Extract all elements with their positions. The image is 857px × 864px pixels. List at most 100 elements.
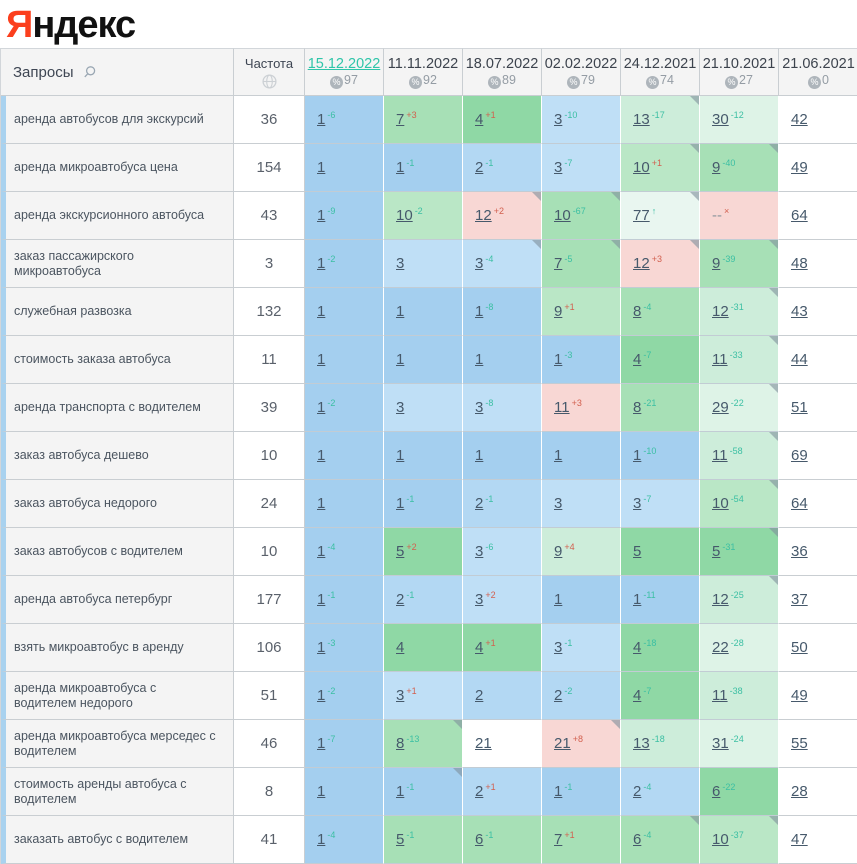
position-value[interactable]: 1 [633,590,642,608]
position-value[interactable]: 12 [712,590,729,608]
keyword-cell[interactable]: взять микроавтобус в аренду [1,624,234,672]
position-value[interactable]: 12 [712,302,729,320]
position-value[interactable]: 1 [317,206,326,224]
keyword-cell[interactable]: заказ автобуса дешево [1,432,234,480]
position-value[interactable]: 1 [317,638,326,656]
position-value[interactable]: 37 [791,590,808,608]
position-value[interactable]: 31 [712,734,729,752]
position-value[interactable]: 30 [712,110,729,128]
position-value[interactable]: 6 [475,830,484,848]
position-value[interactable]: 13 [633,110,650,128]
position-value[interactable]: 4 [633,638,642,656]
position-value[interactable]: 6 [712,782,721,800]
position-value[interactable]: 3 [396,254,405,272]
search-icon[interactable] [83,65,97,79]
position-value[interactable]: 1 [475,446,484,464]
date-label[interactable]: 21.10.2021 [702,56,776,72]
date-label[interactable]: 21.06.2021 [782,56,855,72]
position-value[interactable]: 10 [396,206,413,224]
position-value[interactable]: 9 [712,158,721,176]
position-value[interactable]: 49 [791,686,808,704]
position-value[interactable]: 1 [317,782,326,800]
keyword-cell[interactable]: аренда микроавтобуса цена [1,144,234,192]
position-value[interactable]: 7 [554,830,563,848]
date-column-header[interactable]: 21.10.2021% 27 [700,48,779,96]
position-value[interactable]: 1 [396,446,405,464]
position-value[interactable]: 3 [396,686,405,704]
position-value[interactable]: 4 [396,638,405,656]
position-value[interactable]: 13 [633,734,650,752]
position-value[interactable]: 3 [475,590,484,608]
position-value[interactable]: 8 [396,734,405,752]
position-value[interactable]: 4 [475,638,484,656]
date-label[interactable]: 11.11.2022 [387,56,459,72]
position-value[interactable]: 1 [317,110,326,128]
date-label[interactable]: 02.02.2022 [544,56,618,72]
position-value[interactable]: 64 [791,494,808,512]
date-column-header[interactable]: 18.07.2022% 89 [463,48,542,96]
position-value[interactable]: 5 [633,542,642,560]
position-value[interactable]: 1 [554,350,563,368]
position-value[interactable]: 9 [712,254,721,272]
position-value[interactable]: 1 [317,254,326,272]
keyword-cell[interactable]: аренда микроавтобуса с водителем недорог… [1,672,234,720]
position-value[interactable]: 28 [791,782,808,800]
position-value[interactable]: 2 [475,686,484,704]
position-value[interactable]: 1 [317,398,326,416]
position-value[interactable]: 7 [396,110,405,128]
keyword-cell[interactable]: заказ автобусов с водителем [1,528,234,576]
position-value[interactable]: 1 [633,446,642,464]
position-value[interactable]: 4 [475,110,484,128]
position-value[interactable]: 29 [712,398,729,416]
date-column-header[interactable]: 24.12.2021% 74 [621,48,700,96]
position-value[interactable]: 4 [633,686,642,704]
position-value[interactable]: 55 [791,734,808,752]
position-value[interactable]: 1 [317,158,326,176]
position-value[interactable]: 11 [712,350,728,368]
position-value[interactable]: 1 [475,302,484,320]
keyword-cell[interactable]: заказать автобус с водителем [1,816,234,864]
position-value[interactable]: 12 [633,254,650,272]
position-value[interactable]: 2 [475,494,484,512]
position-value[interactable]: 1 [317,590,326,608]
keyword-cell[interactable]: стоимость заказа автобуса [1,336,234,384]
position-value[interactable]: 77 [633,206,650,224]
position-value[interactable]: 3 [475,254,484,272]
position-value[interactable]: 6 [633,830,642,848]
keyword-cell[interactable]: аренда микроавтобуса мерседес с водителе… [1,720,234,768]
position-value[interactable]: 43 [791,302,808,320]
position-value[interactable]: 1 [396,350,405,368]
position-value[interactable]: 12 [475,206,492,224]
keyword-cell[interactable]: заказ пассажирского микроавтобуса [1,240,234,288]
position-value[interactable]: 1 [554,782,563,800]
position-value[interactable]: 3 [475,398,484,416]
position-value[interactable]: 1 [317,350,326,368]
position-value[interactable]: 3 [554,494,563,512]
position-value[interactable]: 1 [396,494,405,512]
position-value[interactable]: 47 [791,830,808,848]
position-value[interactable]: 11 [554,398,570,416]
date-label[interactable]: 15.12.2022 [307,56,381,72]
position-value[interactable]: 44 [791,350,808,368]
position-value[interactable]: 8 [633,302,642,320]
position-value[interactable]: 1 [554,590,563,608]
position-value[interactable]: 3 [475,542,484,560]
position-value[interactable]: 8 [633,398,642,416]
date-column-header[interactable]: 11.11.2022% 92 [384,48,463,96]
position-value[interactable]: 1 [317,302,326,320]
position-value[interactable]: 7 [554,254,563,272]
date-column-header[interactable]: 15.12.2022% 97 [305,48,384,96]
keyword-cell[interactable]: заказ автобуса недорого [1,480,234,528]
position-value[interactable]: 3 [396,398,405,416]
queries-column-header[interactable]: Запросы [1,48,234,96]
position-value[interactable]: 1 [317,830,326,848]
position-value[interactable]: 2 [396,590,405,608]
position-value[interactable]: 69 [791,446,808,464]
position-value[interactable]: 10 [554,206,571,224]
position-value[interactable]: 10 [712,494,729,512]
position-value[interactable]: 5 [396,830,405,848]
position-value[interactable]: 1 [317,734,326,752]
keyword-cell[interactable]: аренда экскурсионного автобуса [1,192,234,240]
position-value[interactable]: 1 [396,782,405,800]
keyword-cell[interactable]: аренда автобуса петербург [1,576,234,624]
